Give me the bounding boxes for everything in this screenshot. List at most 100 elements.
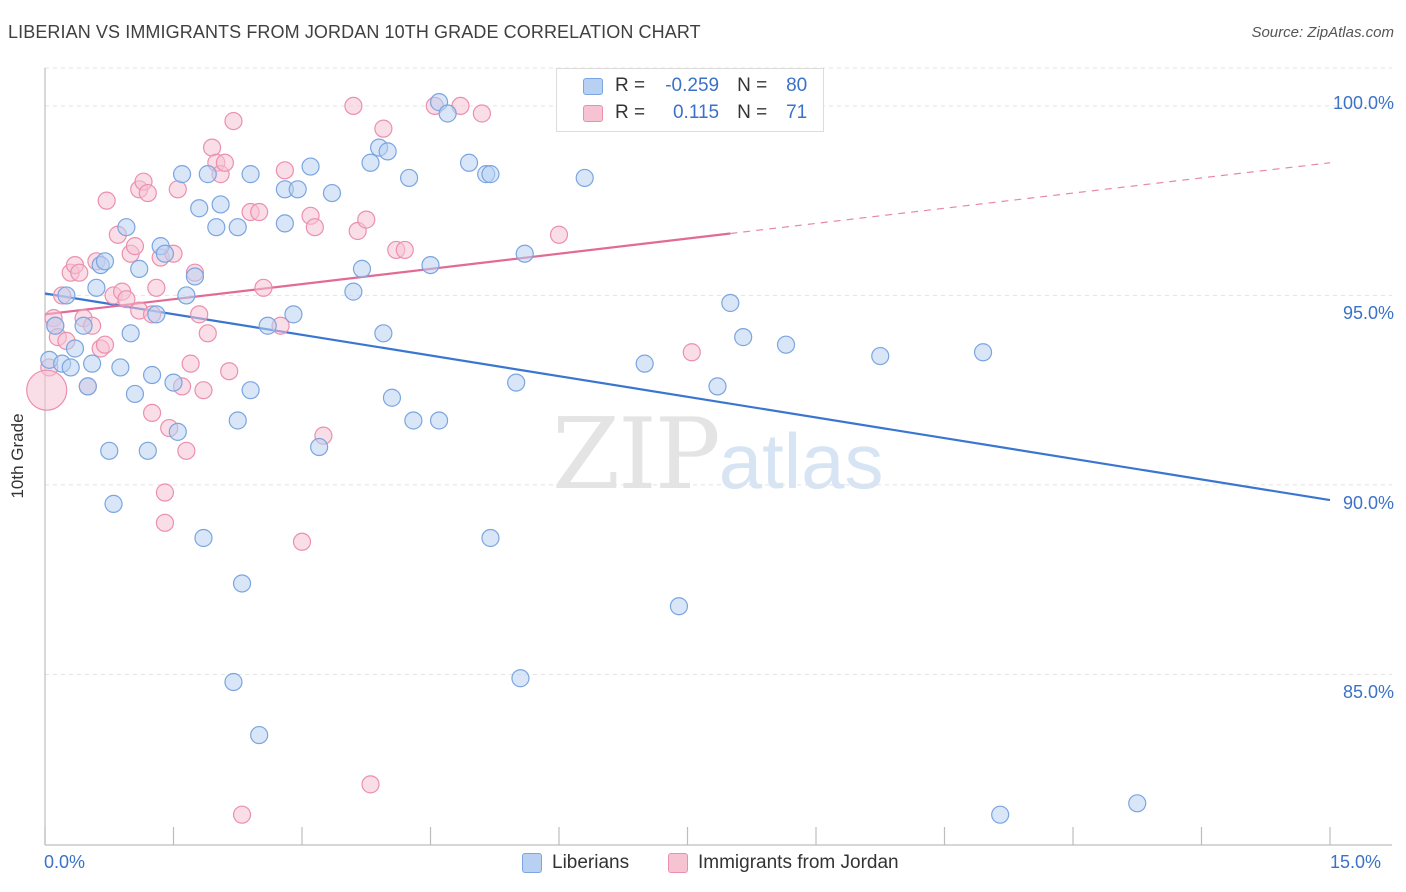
data-point-liberians	[250, 725, 269, 745]
data-point-liberians	[399, 168, 419, 188]
data-point-liberians	[228, 218, 247, 237]
series-legend: Liberians Immigrants from Jordan	[0, 852, 1406, 878]
data-point-liberians	[481, 528, 500, 548]
chart-source: Source: ZipAtlas.com	[1251, 24, 1394, 41]
data-point-jordan	[190, 305, 209, 324]
data-point-jordan	[374, 119, 393, 138]
data-point-liberians	[198, 165, 217, 184]
data-point-jordan	[472, 104, 491, 123]
data-point-liberians	[507, 373, 526, 392]
data-point-jordan	[292, 532, 312, 551]
data-point-liberians	[111, 358, 130, 377]
data-point-liberians	[224, 672, 243, 692]
legend-swatch-liberians	[522, 853, 542, 873]
legend-swatch-jordan	[668, 853, 688, 873]
data-point-liberians	[669, 597, 689, 616]
data-point-liberians	[172, 165, 192, 184]
data-point-jordan	[254, 278, 273, 297]
data-point-jordan	[142, 403, 162, 423]
points-jordan	[26, 96, 701, 824]
x-tick-label-min: 0.0%	[44, 852, 86, 872]
data-point-liberians	[301, 157, 320, 176]
data-point-liberians	[721, 293, 740, 313]
data-point-liberians	[404, 411, 423, 430]
data-point-jordan	[147, 278, 166, 297]
data-point-liberians	[142, 365, 162, 385]
data-point-jordan	[275, 161, 294, 180]
data-point-liberians	[130, 259, 149, 278]
data-point-liberians	[708, 377, 727, 396]
data-point-liberians	[734, 328, 753, 347]
data-point-jordan	[177, 441, 196, 460]
r-value: -0.259	[665, 75, 720, 96]
data-point-liberians	[241, 165, 260, 184]
stats-legend: R = -0.259 N = 80 R = 0.115 N = 71	[556, 68, 824, 132]
data-point-liberians	[515, 244, 534, 263]
data-point-liberians	[155, 244, 175, 263]
legend-item-liberians[interactable]: Liberians	[522, 852, 629, 874]
watermark: ZIPatlas	[552, 398, 884, 512]
axes	[44, 68, 1392, 846]
data-point-jordan	[344, 96, 363, 116]
data-point-jordan	[224, 111, 243, 131]
r-label: R =	[615, 102, 646, 123]
data-point-liberians	[511, 669, 530, 688]
data-point-liberians	[1128, 794, 1147, 813]
data-point-liberians	[138, 441, 157, 460]
data-point-liberians	[481, 165, 500, 184]
data-point-liberians	[258, 316, 277, 335]
n-label: N =	[737, 75, 768, 96]
data-point-jordan	[250, 202, 269, 222]
data-point-jordan	[395, 240, 414, 260]
data-point-liberians	[275, 214, 294, 233]
data-point-jordan	[70, 263, 89, 282]
data-point-jordan	[194, 381, 213, 400]
data-point-liberians	[104, 494, 123, 513]
data-point-liberians	[991, 805, 1010, 824]
data-point-liberians	[776, 335, 796, 354]
data-point-jordan	[215, 153, 234, 172]
data-point-jordan	[26, 369, 68, 411]
data-point-jordan	[95, 335, 115, 354]
data-point-liberians	[74, 316, 93, 335]
trend-line-liberians	[44, 292, 1331, 502]
data-point-liberians	[459, 153, 479, 172]
data-point-liberians	[352, 259, 372, 278]
data-point-liberians	[361, 153, 380, 172]
stats-row-liberians: R = -0.259 N = 80	[557, 73, 807, 99]
data-point-liberians	[147, 305, 166, 324]
data-point-liberians	[378, 142, 397, 161]
legend-label-jordan: Immigrants from Jordan	[698, 852, 899, 873]
data-point-liberians	[125, 384, 145, 404]
chart-title: LIBERIAN VS IMMIGRANTS FROM JORDAN 10TH …	[8, 22, 701, 42]
data-point-jordan	[117, 290, 136, 309]
y-axis-label: 10th Grade	[8, 413, 27, 499]
watermark-zip: ZIP	[552, 398, 721, 512]
data-point-liberians	[65, 339, 85, 358]
stats-row-jordan: R = 0.115 N = 71	[557, 100, 807, 126]
data-point-liberians	[241, 381, 260, 400]
data-point-liberians	[100, 441, 119, 460]
data-point-liberians	[83, 354, 102, 373]
data-point-jordan	[357, 210, 376, 229]
n-label: N =	[737, 102, 768, 123]
data-point-liberians	[284, 305, 303, 324]
data-point-jordan	[155, 513, 175, 532]
data-point-liberians	[46, 316, 65, 335]
data-point-liberians	[973, 343, 993, 362]
data-point-jordan	[155, 483, 175, 502]
trend-line-jordan	[44, 162, 1331, 316]
legend-item-jordan[interactable]: Immigrants from Jordan	[668, 852, 899, 874]
data-point-liberians	[194, 528, 213, 548]
y-tick-label: 95.0%	[1342, 303, 1394, 324]
swatch-jordan	[583, 104, 603, 122]
y-tick-label: 85.0%	[1342, 682, 1394, 703]
data-point-liberians	[575, 168, 594, 188]
data-point-liberians	[78, 377, 97, 396]
data-point-liberians	[57, 286, 76, 305]
data-point-jordan	[305, 218, 324, 237]
data-point-liberians	[232, 574, 252, 593]
data-point-jordan	[181, 354, 200, 373]
data-point-liberians	[190, 199, 209, 218]
